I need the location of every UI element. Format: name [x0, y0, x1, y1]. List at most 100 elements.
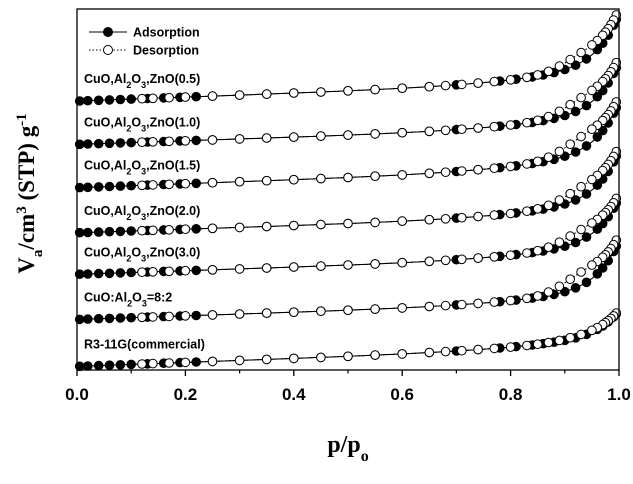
legend-label: Desorption	[133, 44, 199, 58]
desorption-point	[180, 178, 191, 189]
desorption-point	[234, 355, 245, 366]
desorption-point	[457, 212, 467, 223]
desorption-point	[289, 307, 299, 318]
desorption-point	[532, 115, 543, 126]
desorption-point	[180, 265, 191, 276]
adsorption-point	[83, 314, 93, 324]
desorption-point	[440, 255, 451, 266]
series-5: CuO,Al2O3,ZnO(3.0)	[74, 193, 622, 280]
desorption-point	[440, 125, 451, 136]
desorption-point	[522, 159, 532, 169]
series-label: CuO,Al2O3,ZnO(2.0)	[84, 204, 200, 222]
desorption-point	[587, 218, 597, 228]
desorption-point	[370, 84, 380, 95]
axes: 0.0 0.2 0.4 0.6 0.8 1.0	[65, 8, 631, 404]
adsorption-point	[581, 54, 592, 64]
desorption-point	[343, 130, 353, 140]
desorption-point	[137, 180, 147, 191]
desorption-point	[261, 89, 272, 99]
desorption-point	[316, 352, 326, 363]
series-7: R3-11G(commercial)	[74, 308, 622, 372]
desorption-point	[522, 293, 532, 304]
y-axis-title: Va/cm3 (STP) g-1	[14, 113, 46, 273]
desorption-point	[576, 329, 586, 340]
desorption-point	[289, 220, 299, 231]
desorption-point	[164, 266, 174, 277]
desorption-point	[565, 332, 576, 343]
adsorption-point	[581, 277, 592, 288]
desorption-point	[343, 86, 353, 96]
legend: Adsorption Desorption	[89, 26, 200, 58]
adsorption-point	[93, 138, 104, 149]
adsorption-point	[104, 360, 115, 371]
series-6: CuO:Al2O3=8:2	[74, 235, 622, 325]
adsorption-point	[126, 226, 136, 236]
desorption-point	[554, 106, 565, 117]
desorption-point	[289, 174, 299, 185]
desorption-point	[457, 299, 467, 310]
desorption-point	[543, 337, 554, 348]
series-4: CuO,Al2O3,ZnO(2.0)	[74, 146, 622, 238]
desorption-point	[234, 90, 245, 100]
desorption-point	[289, 353, 299, 364]
desorption-point	[532, 339, 543, 350]
legend-marker	[103, 27, 113, 37]
adsorption-point	[126, 267, 136, 278]
desorption-point	[522, 340, 532, 351]
desorption-point	[505, 208, 516, 219]
desorption-point	[489, 163, 500, 173]
desorption-point	[316, 219, 326, 230]
desorption-point	[207, 177, 218, 188]
desorption-point	[522, 72, 532, 83]
desorption-point	[148, 180, 158, 190]
desorption-point	[532, 204, 543, 214]
desorption-point	[343, 260, 353, 270]
desorption-point	[397, 216, 408, 226]
series-3: CuO,Al2O3,ZnO(1.5)	[74, 97, 622, 193]
desorption-point	[505, 75, 516, 85]
adsorption-point	[115, 313, 126, 323]
desorption-point	[457, 345, 467, 356]
desorption-point	[473, 344, 483, 355]
adsorption-point	[191, 310, 201, 321]
x-axis-title: p/po	[327, 432, 368, 465]
desorption-point	[137, 359, 147, 369]
desorption-point	[316, 173, 326, 184]
series-label: R3-11G(commercial)	[84, 337, 205, 351]
adsorption-point	[570, 147, 581, 157]
desorption-point	[576, 131, 586, 142]
desorption-point	[207, 91, 218, 101]
adsorption-point	[126, 359, 136, 370]
adsorption-point	[115, 181, 126, 191]
desorption-point	[397, 303, 408, 313]
desorption-point	[543, 200, 554, 211]
desorption-point	[489, 297, 500, 307]
series-2: CuO,Al2O3,ZnO(1.0)	[74, 57, 622, 150]
legend-label: Adsorption	[133, 26, 200, 40]
desorption-point	[397, 170, 408, 180]
adsorption-point	[115, 360, 126, 370]
desorption-point	[316, 87, 326, 97]
desorption-point	[234, 134, 245, 144]
adsorption-point	[126, 180, 136, 191]
desorption-point	[316, 131, 326, 141]
adsorption-point	[83, 361, 93, 371]
desorption-point	[522, 117, 532, 128]
desorption-point	[457, 254, 467, 265]
legend-marker	[103, 45, 113, 55]
adsorption-point	[581, 100, 592, 111]
desorption-point	[532, 245, 543, 256]
x-tick-label: 0.6	[390, 385, 414, 404]
desorption-point	[261, 263, 272, 273]
desorption-point	[180, 136, 191, 146]
adsorption-point	[191, 265, 201, 276]
desorption-point	[261, 354, 272, 365]
adsorption-point	[581, 232, 592, 242]
desorption-point	[565, 274, 576, 285]
desorption-point	[137, 93, 147, 104]
adsorption-point	[83, 139, 93, 149]
desorption-point	[424, 126, 435, 137]
desorption-point	[234, 222, 245, 233]
desorption-point	[164, 311, 174, 322]
series-1: CuO,Al2O3,ZnO(0.5)	[74, 10, 622, 106]
